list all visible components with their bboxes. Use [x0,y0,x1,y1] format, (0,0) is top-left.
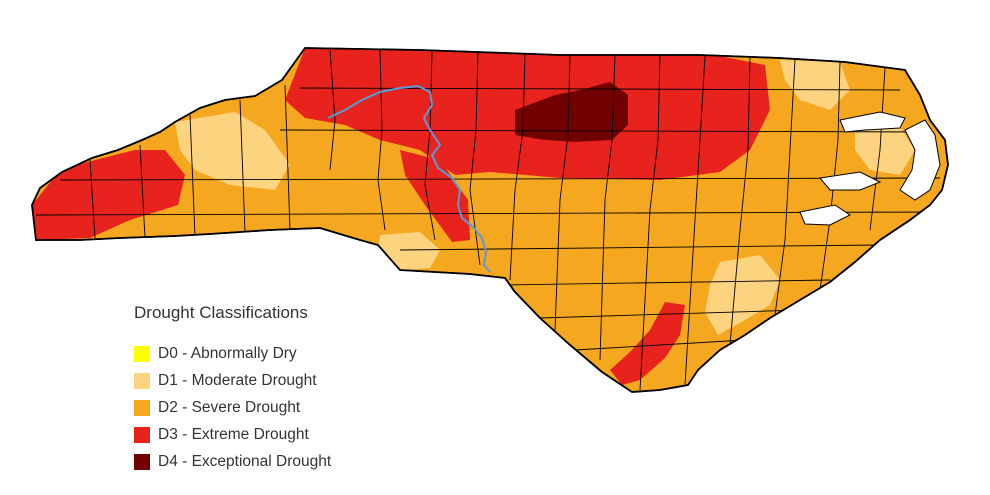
legend: Drought Classifications D0 - Abnormally … [134,302,394,475]
legend-label-d1: D1 - Moderate Drought [158,371,317,389]
legend-title: Drought Classifications [134,303,308,322]
d3-zone-southwest [32,150,185,240]
d4-swatch [134,453,150,470]
legend-label-d2: D2 - Severe Drought [158,398,301,416]
legend-item-d3: D3 - Extreme Drought [134,421,394,448]
legend-item-d4: D4 - Exceptional Drought [134,448,394,475]
neuse-river [799,204,851,226]
state-border [31,47,949,393]
d3-zone-tongue [400,150,470,242]
river [327,84,491,273]
d0-swatch [134,345,150,362]
d1-zone-foothills [378,232,440,270]
legend-item-d1: D1 - Moderate Drought [134,367,394,394]
d2-swatch [134,399,150,416]
d3-zone-coast [610,302,685,385]
legend-item-d2: D2 - Severe Drought [134,394,394,421]
county-borders [35,49,941,391]
albemarle-sound [839,111,906,133]
legend-item-d0: D0 - Abnormally Dry [134,340,394,367]
pamlico-river [819,171,882,191]
d1-zone-sound [855,120,915,175]
legend-label-d4: D4 - Exceptional Drought [158,452,332,470]
d4-zone [515,82,628,142]
d1-zone-northeast [780,60,850,110]
pamlico-sound [899,119,941,201]
d1-swatch [134,372,150,389]
legend-label-d0: D0 - Abnormally Dry [158,344,297,362]
legend-label-d3: D3 - Extreme Drought [158,425,309,443]
d3-swatch [134,426,150,443]
d1-zone-west [175,112,290,190]
drought-zones [32,48,915,385]
d1-zone-southeast [705,255,780,335]
